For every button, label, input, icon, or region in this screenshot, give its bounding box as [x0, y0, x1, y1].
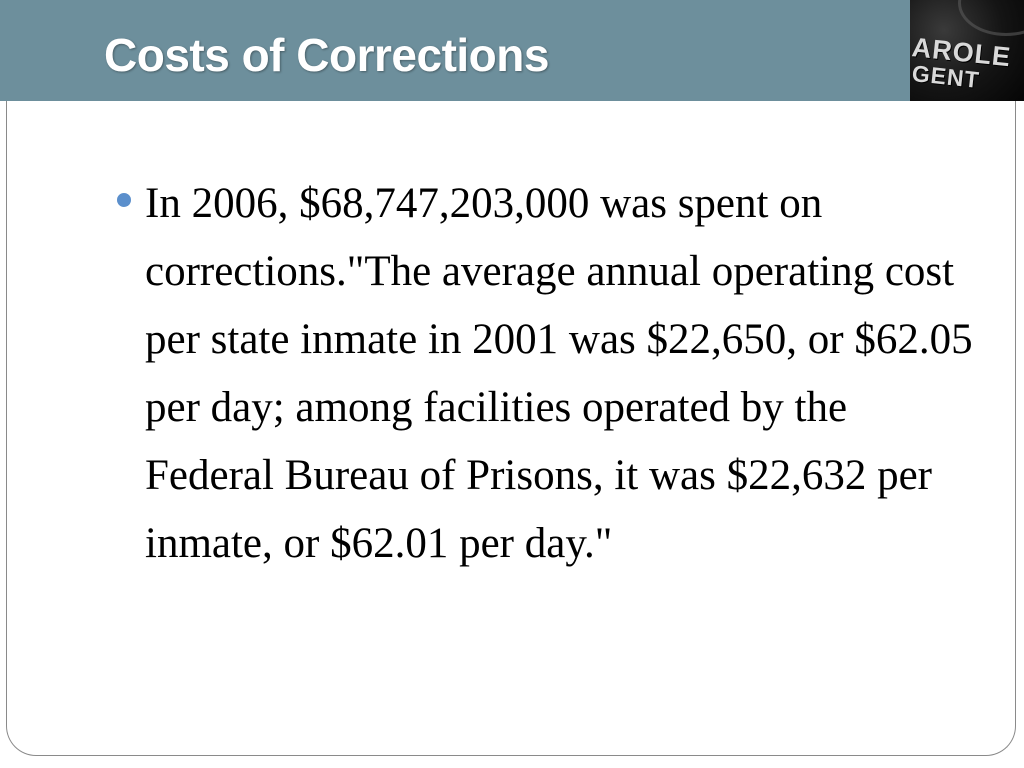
list-item: In 2006, $68,747,203,000 was spent on co…	[114, 170, 974, 578]
bullet-list: In 2006, $68,747,203,000 was spent on co…	[114, 170, 974, 578]
slide-title: Costs of Corrections	[104, 29, 549, 81]
content-frame	[6, 90, 1016, 756]
badge-rim	[958, 0, 1024, 36]
badge-text-line-2: GENT	[910, 60, 981, 94]
bullet-text: In 2006, $68,747,203,000 was spent on co…	[145, 180, 973, 567]
bullet-icon	[117, 193, 131, 207]
title-bar: Costs of Corrections	[0, 0, 912, 101]
parole-agent-badge-image: AROLE GENT	[910, 0, 1024, 101]
